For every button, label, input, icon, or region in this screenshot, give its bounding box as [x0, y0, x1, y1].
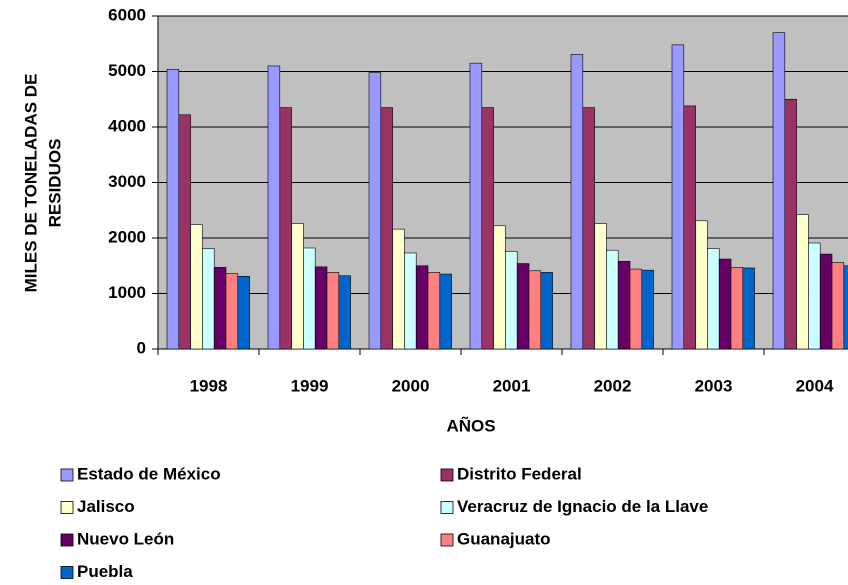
bar	[606, 249, 619, 350]
bar	[225, 273, 239, 350]
bar	[772, 32, 786, 350]
bar	[291, 223, 304, 350]
bar	[202, 248, 215, 350]
bar	[617, 261, 631, 350]
bar	[190, 224, 203, 350]
legend-swatch	[60, 468, 74, 482]
bar	[796, 214, 809, 350]
x-axis-title: AÑOS	[446, 415, 495, 435]
bar	[279, 107, 292, 350]
legend-swatch	[60, 533, 74, 547]
x-tick-label: 1998	[190, 376, 228, 395]
bar	[392, 228, 405, 350]
bar	[213, 267, 227, 350]
y-axis-title: MILES DE TONELADAS DE RESIDUOS	[21, 74, 64, 293]
bar	[582, 107, 595, 350]
x-tick-label: 2001	[493, 376, 531, 395]
bar	[570, 53, 584, 350]
y-axis-title-line: RESIDUOS	[45, 139, 64, 228]
bar	[718, 258, 732, 350]
legend-label: Veracruz de Ignacio de la Llave	[457, 497, 708, 516]
y-axis-title-line: MILES DE TONELADAS DE	[21, 74, 40, 293]
y-tick-label: 1000	[108, 283, 146, 302]
bar	[505, 251, 518, 350]
bar	[481, 107, 494, 350]
bar	[368, 72, 382, 350]
bar	[683, 105, 696, 350]
y-tick-label: 6000	[108, 5, 146, 24]
legend-label: Distrito Federal	[457, 464, 582, 483]
bar	[314, 266, 328, 350]
legend-label: Puebla	[77, 562, 133, 581]
legend-swatch	[440, 501, 454, 514]
legend-label: Estado de México	[77, 464, 221, 483]
y-tick-label: 2000	[108, 227, 146, 246]
x-tick-label: 2002	[594, 376, 632, 395]
legend-label: Guanajuato	[457, 529, 551, 548]
bar	[594, 223, 607, 350]
bar	[695, 220, 708, 350]
x-tick-label: 2003	[695, 376, 733, 395]
bar	[326, 272, 340, 350]
bar	[831, 262, 845, 350]
bar	[439, 273, 452, 350]
legend-swatch	[440, 533, 454, 547]
bar	[629, 268, 643, 350]
legend-label: Jalisco	[77, 497, 135, 516]
bar	[808, 242, 821, 350]
bar	[469, 62, 483, 350]
y-tick-label: 4000	[108, 116, 146, 135]
bar	[415, 265, 429, 350]
bar	[784, 98, 797, 350]
legend-label: Nuevo León	[77, 529, 174, 548]
x-tick-label: 1999	[291, 376, 329, 395]
y-tick-label: 5000	[108, 61, 146, 80]
legend-swatch	[440, 468, 454, 482]
bar	[641, 269, 654, 350]
bar	[427, 272, 441, 350]
bar	[671, 44, 685, 350]
x-tick-label: 2000	[392, 376, 430, 395]
bar	[540, 272, 553, 350]
bar	[493, 225, 506, 350]
bar	[237, 275, 250, 350]
bar	[338, 275, 351, 350]
bar	[178, 114, 191, 350]
bar	[516, 263, 530, 350]
bar	[707, 248, 720, 350]
bar	[267, 65, 281, 350]
bar	[303, 247, 316, 350]
legend-swatch	[60, 566, 74, 579]
bar	[528, 270, 542, 350]
x-tick-label: 2004	[796, 376, 834, 395]
bar	[742, 267, 755, 350]
y-tick-label: 0	[137, 338, 146, 357]
bar	[404, 252, 417, 350]
bar	[730, 267, 744, 350]
bar	[843, 265, 848, 350]
bar	[166, 68, 180, 350]
legend-swatch	[60, 501, 74, 514]
y-tick-label: 3000	[108, 172, 146, 191]
bar	[380, 107, 393, 350]
bar	[819, 253, 833, 350]
